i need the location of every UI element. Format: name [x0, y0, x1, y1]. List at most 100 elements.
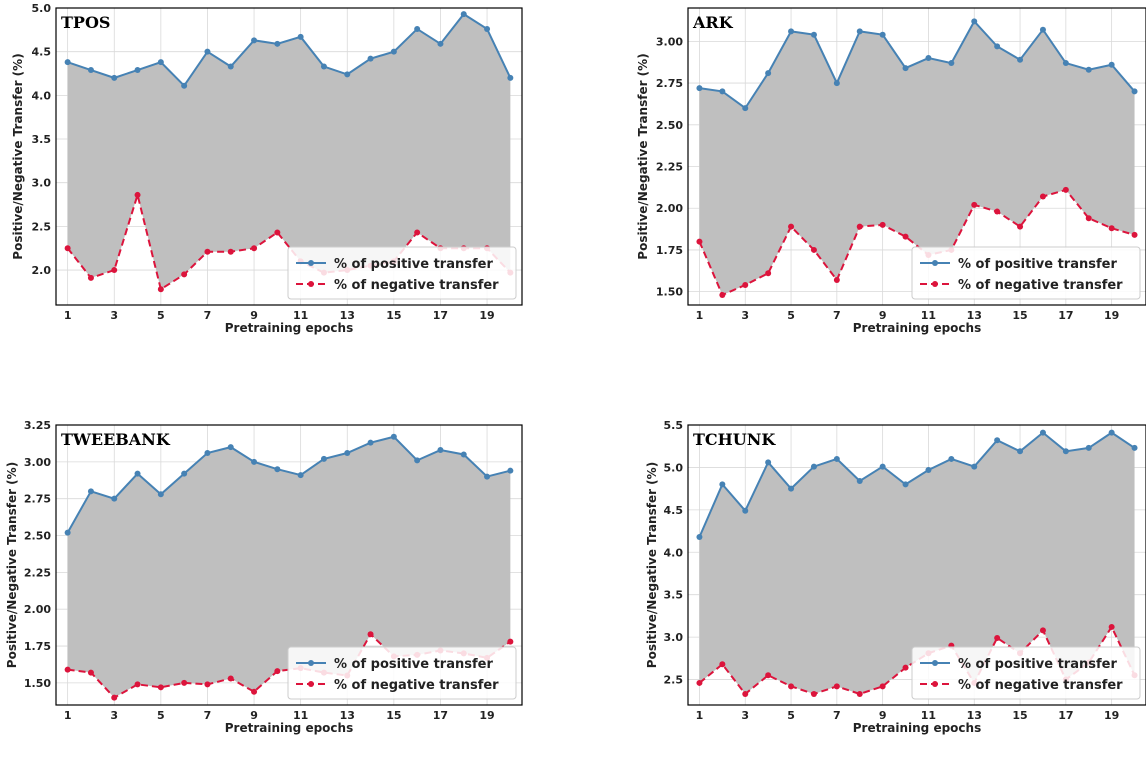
- data-point: [810, 463, 817, 470]
- data-point: [788, 28, 795, 35]
- y-tick-label: 4.0: [664, 546, 684, 559]
- x-axis-label: Pretraining epochs: [225, 721, 353, 735]
- data-point: [856, 478, 863, 484]
- data-point: [1108, 61, 1115, 68]
- data-point: [484, 473, 491, 480]
- data-point: [879, 31, 886, 38]
- data-point: [719, 481, 726, 488]
- data-point: [134, 67, 141, 74]
- panel-title: TCHUNK: [693, 430, 776, 449]
- plot-frame: [687, 7, 1146, 306]
- data-point: [111, 495, 118, 502]
- series-line: [66, 435, 511, 534]
- ark-chart: 1 3 5 7 9 11 13 15 17 191.501.752.002.252.502.753…: [636, 7, 1146, 335]
- legend: % of positive transfer % of negative tran…: [287, 646, 517, 700]
- legend-entry: % of positive transfer: [334, 657, 493, 672]
- data-point: [390, 48, 397, 55]
- data-point: [181, 82, 188, 89]
- data-point: [320, 63, 327, 70]
- x-tick-label: 7: [204, 709, 212, 722]
- y-tick-label: 1.50: [656, 286, 683, 299]
- legend-marker: [932, 260, 938, 266]
- data-point: [742, 507, 749, 514]
- x-tick-label: 17: [433, 709, 448, 722]
- x-tick-label: 11: [293, 309, 308, 322]
- x-tick-label: 3: [110, 709, 118, 722]
- data-point: [274, 668, 281, 675]
- legend-entry: % of negative transfer: [958, 678, 1123, 693]
- legend-entry: % of negative transfer: [334, 278, 499, 293]
- x-tick-label: 7: [833, 709, 841, 722]
- data-point: [1085, 215, 1092, 222]
- data-point: [719, 88, 726, 95]
- y-tick-label: 2.50: [24, 530, 51, 543]
- x-tick-label: 15: [386, 309, 401, 322]
- data-point: [833, 276, 840, 283]
- data-point: [765, 270, 772, 277]
- data-point: [390, 433, 397, 440]
- data-point: [1039, 429, 1046, 436]
- data-point: [367, 631, 374, 638]
- data-point: [879, 221, 886, 228]
- plot-frame: [687, 424, 1146, 706]
- data-point: [227, 63, 234, 70]
- data-point: [994, 43, 1001, 50]
- transfer-gap-area: [67, 14, 511, 290]
- data-point: [87, 488, 94, 495]
- positive-transfer-series: [64, 433, 514, 536]
- data-point: [1062, 60, 1069, 67]
- data-point: [902, 65, 909, 72]
- y-tick-label: 2.0: [32, 264, 52, 277]
- x-tick-label: 19: [1104, 709, 1119, 722]
- x-tick-label: 15: [386, 709, 401, 722]
- data-point: [856, 690, 863, 697]
- data-point: [64, 529, 71, 536]
- x-tick-label: 5: [157, 709, 165, 722]
- data-point: [507, 74, 514, 81]
- data-point: [971, 18, 978, 25]
- data-point: [971, 463, 978, 470]
- x-tick-label: 1: [696, 309, 704, 322]
- x-tick-label: 7: [833, 309, 841, 322]
- y-axis-label: Positive/Negative Transfer (%): [5, 462, 19, 668]
- series-line: [66, 191, 512, 291]
- y-tick-label: 4.5: [32, 46, 52, 59]
- transfer-gap-area: [699, 21, 1135, 295]
- x-tick-label: 11: [293, 709, 308, 722]
- data-point: [810, 31, 817, 38]
- y-tick-label: 3.5: [32, 133, 52, 146]
- x-tick-label: 17: [1058, 709, 1073, 722]
- data-point: [437, 40, 444, 47]
- x-tick-label: 3: [741, 709, 749, 722]
- y-tick-label: 2.00: [24, 603, 51, 616]
- data-point: [1017, 223, 1024, 230]
- plot-frame: [55, 7, 523, 306]
- data-point: [274, 40, 281, 47]
- data-point: [344, 450, 351, 456]
- data-point: [181, 679, 188, 686]
- data-point: [1085, 66, 1092, 73]
- y-axis-label: Positive/Negative Transfer (%): [636, 53, 650, 259]
- data-point: [902, 233, 909, 240]
- data-point: [414, 457, 421, 464]
- data-point: [111, 74, 118, 81]
- x-tick-label: 1: [64, 709, 72, 722]
- y-tick-label: 1.75: [24, 640, 51, 653]
- x-tick-label: 3: [110, 309, 118, 322]
- x-tick-label: 19: [479, 309, 494, 322]
- legend-entry: % of negative transfer: [958, 278, 1123, 293]
- y-tick-label: 3.5: [664, 589, 684, 602]
- y-tick-label: 3.0: [664, 631, 684, 644]
- data-point: [227, 248, 234, 255]
- y-tick-label: 3.00: [656, 35, 683, 48]
- y-tick-label: 3.25: [24, 419, 51, 432]
- legend-entry: % of positive transfer: [958, 657, 1117, 672]
- data-point: [134, 470, 141, 477]
- data-point: [64, 666, 71, 673]
- x-tick-label: 19: [1104, 309, 1119, 322]
- legend: % of positive transfer % of negative tran…: [287, 246, 517, 300]
- data-point: [971, 201, 978, 208]
- y-tick-label: 2.00: [656, 202, 683, 215]
- x-tick-label: 7: [204, 309, 212, 322]
